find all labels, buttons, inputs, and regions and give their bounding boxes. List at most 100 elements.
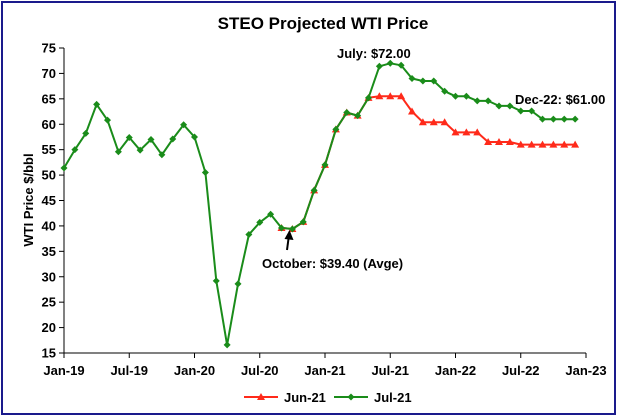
annotation-october: October: $39.40 (Avge)	[262, 256, 403, 271]
data-point	[386, 92, 395, 100]
data-point	[158, 151, 166, 159]
data-point	[505, 138, 514, 146]
legend-item-jul-21: Jul-21	[334, 390, 412, 405]
annotation-october-arrowhead	[284, 230, 294, 240]
data-point	[386, 59, 394, 67]
data-point	[571, 115, 579, 123]
data-point	[517, 107, 525, 115]
y-tick-label: 15	[42, 346, 56, 361]
data-point	[549, 140, 558, 148]
data-point	[408, 75, 416, 82]
y-tick-label: 35	[42, 244, 56, 259]
data-point	[267, 210, 275, 218]
data-point	[452, 92, 459, 100]
data-point	[343, 109, 351, 117]
y-tick-label: 50	[42, 168, 56, 183]
data-point	[397, 61, 405, 69]
data-point	[136, 146, 144, 154]
data-point	[321, 161, 329, 169]
data-point	[528, 107, 536, 115]
data-point	[516, 140, 525, 148]
data-point	[299, 218, 307, 226]
series-group	[60, 59, 580, 349]
y-axis-label: WTI Price $/bbl	[21, 153, 36, 246]
data-point	[397, 92, 406, 100]
data-point	[147, 136, 155, 143]
y-tick-label: 70	[42, 66, 56, 81]
data-point	[527, 140, 536, 148]
data-point	[93, 100, 101, 108]
y-tick-label: 40	[42, 218, 56, 233]
y-tick-label: 20	[42, 320, 56, 335]
data-point	[71, 146, 79, 154]
data-point	[375, 92, 384, 100]
data-point	[484, 138, 493, 146]
legend: Jun-21 Jul-21	[244, 390, 412, 405]
y-axis: 15 20 25 30 35 40 45 50 55 60 65 70 75	[42, 41, 65, 361]
data-point	[430, 77, 438, 85]
data-point	[365, 94, 372, 102]
y-tick-label: 75	[42, 41, 56, 56]
y-tick-label: 25	[42, 295, 56, 310]
data-point	[549, 115, 557, 123]
data-point	[60, 164, 68, 172]
data-point	[245, 231, 253, 239]
data-point	[212, 277, 220, 285]
data-point	[571, 140, 580, 148]
data-point	[125, 133, 133, 141]
data-point	[180, 121, 188, 129]
data-point	[354, 112, 362, 120]
data-point	[473, 97, 481, 105]
data-point	[278, 224, 285, 232]
data-point	[223, 341, 231, 349]
data-point	[169, 135, 177, 143]
data-point	[495, 138, 503, 146]
data-point	[429, 118, 438, 126]
data-point	[473, 128, 482, 136]
annotation-july: July: $72.00	[337, 46, 411, 61]
data-point	[495, 102, 503, 110]
data-point	[560, 115, 568, 123]
y-tick-label: 55	[42, 142, 56, 157]
data-point	[506, 102, 514, 110]
legend-label: Jul-21	[374, 390, 412, 405]
data-point	[441, 87, 449, 95]
data-point	[440, 118, 449, 126]
data-point	[462, 92, 470, 100]
y-tick-label: 30	[42, 269, 56, 284]
x-tick-label: Jan-20	[174, 363, 215, 378]
y-tick-label: 60	[42, 117, 56, 132]
y-tick-label: 45	[42, 193, 56, 208]
x-tick-label: Jul-22	[502, 363, 540, 378]
data-point	[310, 186, 318, 194]
x-tick-label: Jan-19	[43, 363, 84, 378]
legend-swatch-marker	[257, 393, 265, 400]
x-axis: Jan-19 Jul-19 Jan-20 Jul-20 Jan-21 Jul-21 Jan-…	[43, 352, 607, 378]
legend-label: Jun-21	[284, 390, 326, 405]
series-jul-21	[60, 59, 579, 349]
x-tick-label: Jan-23	[565, 363, 606, 378]
data-point	[418, 118, 427, 126]
data-point	[539, 115, 546, 123]
data-point	[375, 62, 383, 70]
legend-swatch-marker	[347, 393, 355, 401]
data-point	[451, 128, 460, 136]
data-point	[201, 169, 209, 177]
data-point	[104, 116, 111, 124]
data-point	[82, 129, 90, 137]
data-point	[332, 125, 340, 133]
annotation-dec22: Dec-22: $61.00	[515, 92, 605, 107]
data-point	[419, 77, 427, 85]
annotations: July: $72.00 Dec-22: $61.00 October: $39…	[262, 46, 605, 271]
data-point	[114, 148, 122, 156]
data-point	[234, 280, 242, 288]
x-tick-label: Jul-21	[371, 363, 409, 378]
x-tick-label: Jul-19	[110, 363, 148, 378]
data-point	[462, 128, 471, 136]
data-point	[560, 140, 569, 148]
x-tick-label: Jan-21	[304, 363, 345, 378]
x-tick-label: Jul-20	[241, 363, 279, 378]
data-point	[484, 97, 492, 105]
data-point	[191, 133, 198, 141]
